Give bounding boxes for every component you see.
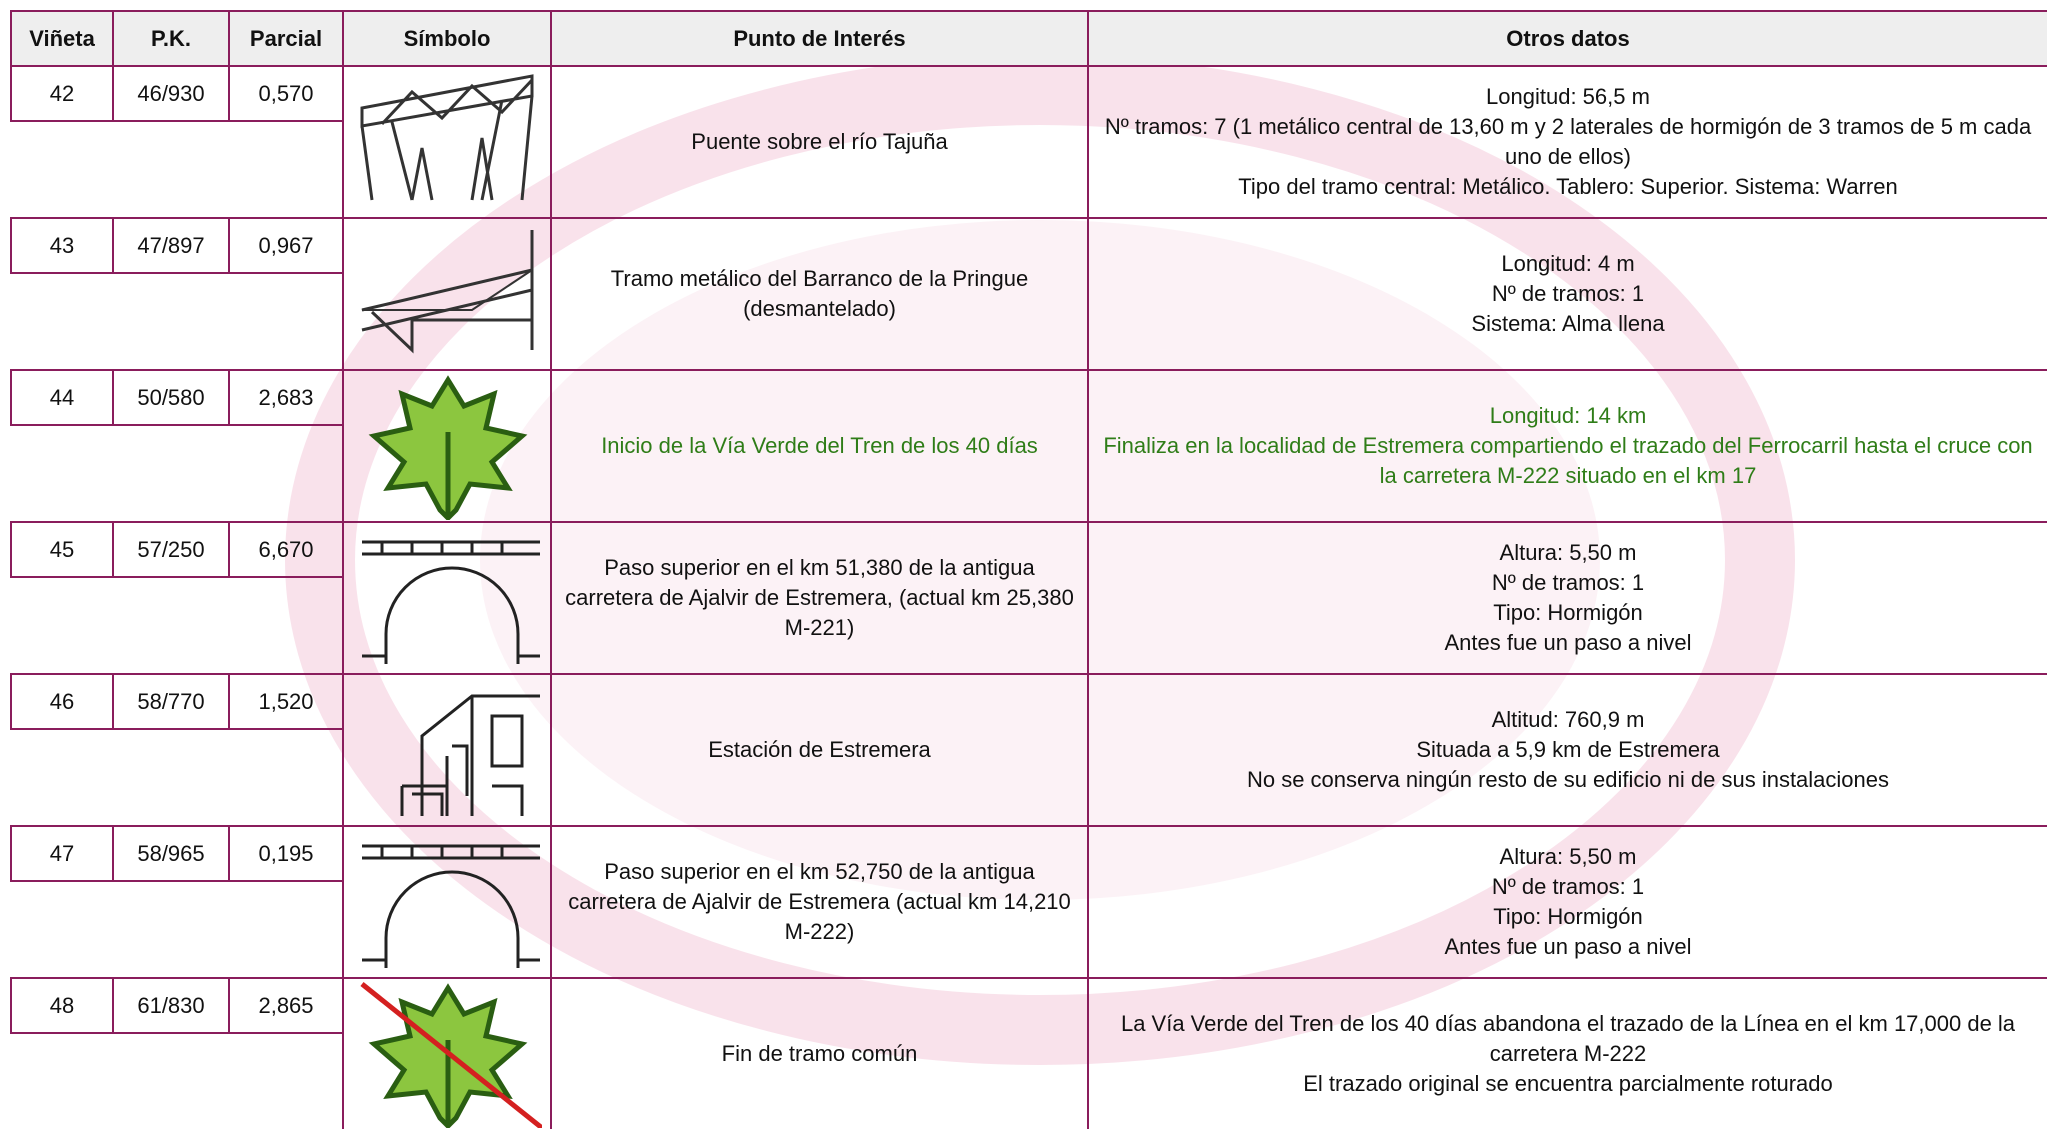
otros-line: Nº de tramos: 1	[1491, 281, 1645, 306]
symbol	[342, 369, 552, 523]
header-cell: Parcial	[228, 10, 344, 67]
otros-line: Antes fue un paso a nivel	[1444, 934, 1692, 959]
parcial: 1,520	[228, 673, 344, 730]
pk: 47/897	[112, 217, 230, 274]
header-cell: Viñeta	[10, 10, 114, 67]
vineta: 44	[10, 369, 114, 426]
otros-line: Antes fue un paso a nivel	[1444, 630, 1692, 655]
punto-interes: Paso superior en el km 51,380 de la anti…	[550, 521, 1089, 675]
punto-text: Tramo metálico del Barranco de la Pringu…	[610, 266, 1029, 321]
symbol	[342, 521, 552, 675]
symbol-icon	[362, 540, 540, 664]
otros-line: Nº tramos: 7 (1 metálico central de 13,6…	[1104, 114, 2032, 169]
otros-line: Altura: 5,50 m	[1499, 540, 1637, 565]
punto-interes: Paso superior en el km 52,750 de la anti…	[550, 825, 1089, 979]
otros-line: Tipo del tramo central: Metálico. Tabler…	[1238, 174, 1898, 199]
parcial: 0,195	[228, 825, 344, 882]
otros-datos: Altitud: 760,9 m Situada a 5,9 km de Estr…	[1087, 673, 2047, 827]
pk: 61/830	[112, 977, 230, 1034]
vineta: 47	[10, 825, 114, 882]
vineta: 43	[10, 217, 114, 274]
punto-interes: Estación de Estremera	[550, 673, 1089, 827]
symbol	[342, 825, 552, 979]
otros-line: Tipo: Hormigón	[1493, 904, 1643, 929]
punto-interes: Fin de tramo común	[550, 977, 1089, 1129]
otros-line: Longitud: 4 m	[1501, 251, 1635, 276]
otros-datos: Altura: 5,50 m Nº de tramos: 1 Tipo: Hormi…	[1087, 825, 2047, 979]
otros-line: Finaliza en la localidad de Estremera co…	[1103, 433, 2033, 488]
symbol	[342, 673, 552, 827]
otros-line: Sistema: Alma llena	[1471, 311, 1665, 336]
header-cell: Otros datos	[1087, 10, 2047, 67]
vineta: 42	[10, 65, 114, 122]
punto-text: Estación de Estremera	[708, 737, 931, 762]
otros-datos: Longitud: 14 km Finaliza en la localidad …	[1087, 369, 2047, 523]
pk: 58/965	[112, 825, 230, 882]
punto-text: Puente sobre el río Tajuña	[691, 129, 948, 154]
symbol-icon	[360, 982, 542, 1128]
otros-datos: Altura: 5,50 m Nº de tramos: 1 Tipo: Hormi…	[1087, 521, 2047, 675]
otros-line: El trazado original se encuentra parcial…	[1303, 1071, 1833, 1096]
symbol-icon	[368, 375, 528, 520]
punto-text: Paso superior en el km 51,380 de la anti…	[565, 555, 1074, 640]
otros-line: Longitud: 14 km	[1489, 403, 1647, 428]
otros-datos: Longitud: 4 m Nº de tramos: 1 Sistema: Alm…	[1087, 217, 2047, 371]
otros-line: Altura: 5,50 m	[1499, 844, 1637, 869]
otros-line: Situada a 5,9 km de Estremera	[1416, 737, 1720, 762]
symbol	[342, 217, 552, 371]
otros-line: Nº de tramos: 1	[1491, 874, 1645, 899]
parcial: 0,967	[228, 217, 344, 274]
symbol-icon	[360, 74, 534, 201]
header-cell: P.K.	[112, 10, 230, 67]
otros-datos: Longitud: 56,5 m Nº tramos: 7 (1 metálico…	[1087, 65, 2047, 219]
otros-line: No se conserva ningún resto de su edific…	[1246, 767, 1890, 792]
parcial: 2,683	[228, 369, 344, 426]
symbol	[342, 977, 552, 1129]
symbol	[342, 65, 552, 219]
otros-line: Longitud: 56,5 m	[1486, 84, 1650, 109]
parcial: 2,865	[228, 977, 344, 1034]
otros-line: Tipo: Hormigón	[1493, 600, 1643, 625]
symbol-icon	[361, 230, 534, 354]
symbol-icon	[362, 844, 540, 968]
punto-interes: Inicio de la Vía Verde del Tren de los 4…	[550, 369, 1089, 523]
pk: 58/770	[112, 673, 230, 730]
symbol-icon	[400, 694, 540, 816]
pk: 46/930	[112, 65, 230, 122]
punto-interes: Tramo metálico del Barranco de la Pringu…	[550, 217, 1089, 371]
vineta: 46	[10, 673, 114, 730]
vineta: 48	[10, 977, 114, 1034]
otros-datos: La Vía Verde del Tren de los 40 días aba…	[1087, 977, 2047, 1129]
pk: 50/580	[112, 369, 230, 426]
punto-text: Fin de tramo común	[721, 1041, 918, 1066]
otros-line: La Vía Verde del Tren de los 40 días aba…	[1120, 1011, 2016, 1066]
punto-text: Inicio de la Vía Verde del Tren de los 4…	[601, 433, 1038, 458]
punto-text: Paso superior en el km 52,750 de la anti…	[568, 859, 1071, 944]
punto-interes: Puente sobre el río Tajuña	[550, 65, 1089, 219]
vineta: 45	[10, 521, 114, 578]
header-cell: Punto de Interés	[550, 10, 1089, 67]
pk: 57/250	[112, 521, 230, 578]
otros-line: Nº de tramos: 1	[1491, 570, 1645, 595]
parcial: 0,570	[228, 65, 344, 122]
parcial: 6,670	[228, 521, 344, 578]
header-cell: Símbolo	[342, 10, 552, 67]
otros-line: Altitud: 760,9 m	[1491, 707, 1645, 732]
